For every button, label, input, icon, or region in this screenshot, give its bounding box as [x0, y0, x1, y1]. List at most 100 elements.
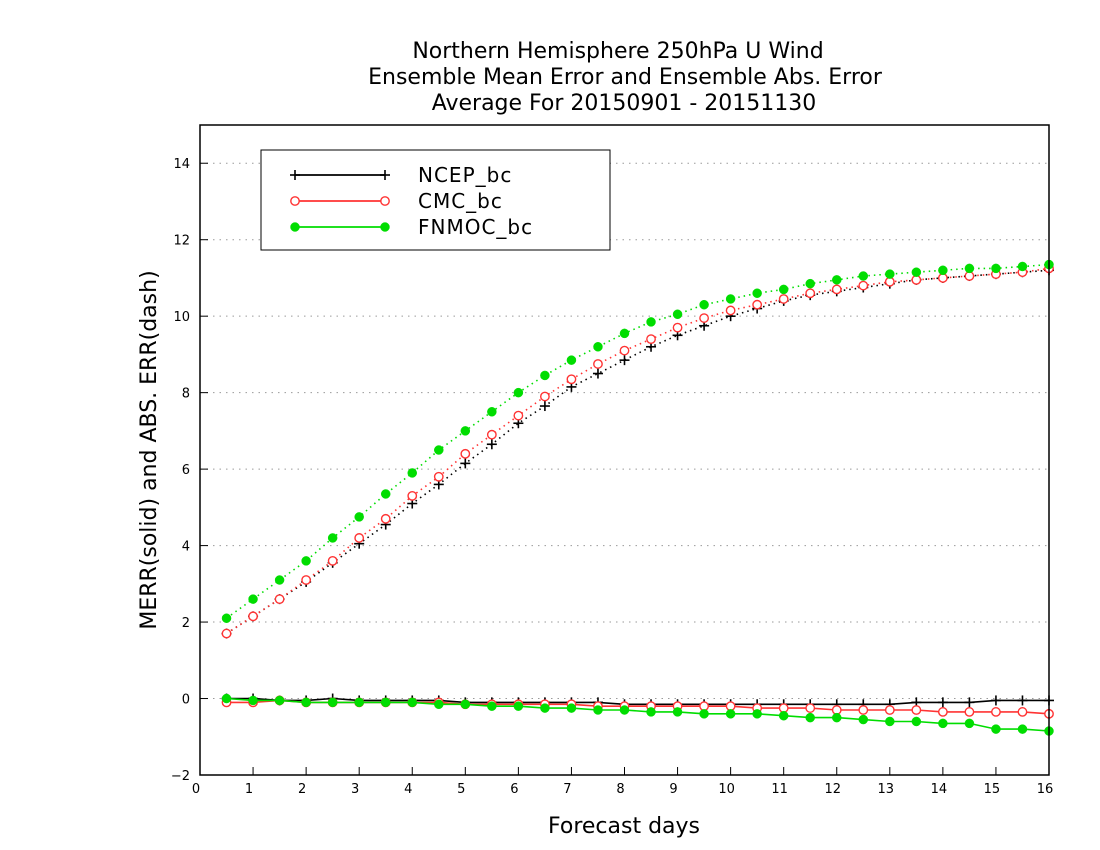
- point-fnmoc-bc-abs-err-15: [619, 328, 630, 339]
- point-cmc-bc-abs-err-22: [805, 288, 816, 299]
- legend-marker-left-fnmoc-bc: [290, 222, 300, 232]
- point-ncep-bc-abs-err-15: [619, 355, 630, 366]
- x-tick-label-9: 9: [669, 782, 677, 797]
- point-cmc-bc-abs-err-14: [593, 359, 603, 369]
- y-tick-label-5: 8: [182, 387, 190, 402]
- point-fnmoc-bc-mean-err-7: [407, 697, 417, 708]
- point-cmc-bc-abs-err-23: [831, 284, 842, 295]
- point-fnmoc-bc-mean-err-22: [805, 712, 815, 723]
- legend-marker-right-fnmoc-bc: [380, 222, 390, 232]
- point-ncep-bc-abs-err-12: [539, 401, 550, 412]
- y-tick-label-0: −2: [171, 769, 190, 784]
- point-cmc-bc-abs-err-7: [407, 490, 418, 501]
- point-ncep-bc-mean-err-29: [990, 695, 1001, 706]
- point-fnmoc-bc-mean-err-4: [327, 697, 338, 708]
- series-fnmoc-bc-abs-err-line: [226, 263, 1050, 619]
- point-cmc-bc-abs-err-19: [725, 305, 736, 316]
- x-tick-label-2: 2: [298, 782, 306, 797]
- point-ncep-bc-abs-err-14: [592, 368, 603, 379]
- point-cmc-bc-abs-err-5: [354, 533, 365, 543]
- x-tick-label-16: 16: [1037, 782, 1054, 797]
- point-cmc-bc-abs-err-1: [248, 611, 258, 622]
- point-fnmoc-bc-abs-err-1: [248, 594, 258, 604]
- point-cmc-bc-abs-err-17: [672, 322, 683, 333]
- point-fnmoc-bc-abs-err-13: [566, 355, 577, 365]
- point-cmc-bc-mean-err-27: [937, 707, 948, 717]
- point-cmc-bc-abs-err-13: [566, 374, 577, 385]
- point-fnmoc-bc-abs-err-24: [858, 271, 869, 281]
- x-tick-label-10: 10: [718, 782, 735, 797]
- point-fnmoc-bc-abs-err-25: [885, 269, 895, 279]
- point-cmc-bc-abs-err-9: [460, 448, 471, 459]
- x-tick-label-3: 3: [351, 782, 359, 797]
- point-fnmoc-bc-abs-err-19: [725, 294, 736, 304]
- point-ncep-bc-mean-err-27: [937, 697, 948, 708]
- point-cmc-bc-mean-err-26: [911, 705, 922, 715]
- point-fnmoc-bc-mean-err-30: [1017, 724, 1028, 734]
- point-fnmoc-bc-mean-err-9: [460, 699, 471, 710]
- legend-marker-left-ncep-bc: [290, 170, 300, 180]
- series-layer: [221, 259, 1054, 736]
- series-cmc-bc-abs-err-line: [226, 267, 1050, 635]
- y-axis-label: MERR(solid) and ABS. ERR(dash): [137, 270, 162, 629]
- point-cmc-bc-abs-err-16: [646, 334, 656, 345]
- point-fnmoc-bc-mean-err-13: [566, 703, 577, 713]
- point-fnmoc-bc-abs-err-23: [832, 275, 842, 285]
- point-fnmoc-bc-abs-err-12: [540, 370, 550, 381]
- point-fnmoc-bc-abs-err-29: [991, 263, 1001, 274]
- y-tick-label-1: 0: [182, 693, 190, 708]
- point-fnmoc-bc-mean-err-19: [725, 709, 736, 719]
- point-fnmoc-bc-abs-err-27: [938, 265, 948, 276]
- point-cmc-bc-mean-err-28: [964, 707, 975, 717]
- point-cmc-bc-abs-err-24: [858, 280, 869, 291]
- x-tick-label-14: 14: [931, 782, 948, 797]
- point-fnmoc-bc-abs-err-26: [911, 267, 922, 277]
- y-tick-label-4: 6: [182, 463, 190, 478]
- point-fnmoc-bc-mean-err-27: [938, 718, 948, 729]
- point-cmc-bc-mean-err-29: [991, 707, 1001, 717]
- point-cmc-bc-abs-err-12: [540, 391, 550, 402]
- point-fnmoc-bc-abs-err-3: [301, 556, 311, 566]
- point-fnmoc-bc-mean-err-26: [911, 716, 922, 727]
- point-ncep-bc-mean-err-28: [964, 697, 975, 708]
- point-fnmoc-bc-abs-err-5: [354, 512, 364, 522]
- legend-marker-left-cmc-bc: [290, 196, 300, 206]
- point-cmc-bc-abs-err-11: [513, 410, 524, 421]
- legend-label-fnmoc-bc: FNMOC_bc: [418, 215, 533, 239]
- legend-marker-right-ncep-bc: [380, 170, 390, 180]
- point-ncep-bc-abs-err-10: [486, 439, 497, 450]
- point-ncep-bc-mean-err-30: [1017, 695, 1028, 706]
- point-cmc-bc-abs-err-0: [221, 628, 232, 639]
- x-tick-label-8: 8: [616, 782, 624, 797]
- point-fnmoc-bc-mean-err-25: [885, 716, 895, 727]
- point-fnmoc-bc-mean-err-24: [858, 714, 869, 725]
- point-fnmoc-bc-mean-err-23: [832, 712, 842, 723]
- point-cmc-bc-abs-err-2: [274, 594, 285, 605]
- legend-label-ncep-bc: NCEP_bc: [418, 163, 512, 187]
- x-tick-label-15: 15: [984, 782, 1001, 797]
- x-tick-label-1: 1: [245, 782, 253, 797]
- y-tick-label-2: 2: [182, 616, 190, 631]
- point-cmc-bc-abs-err-4: [327, 555, 338, 566]
- x-tick-label-0: 0: [192, 782, 200, 797]
- x-tick-label-6: 6: [510, 782, 518, 797]
- y-tick-label-7: 12: [173, 234, 190, 249]
- y-tick-label-6: 10: [173, 310, 190, 325]
- point-cmc-bc-abs-err-15: [619, 345, 630, 356]
- point-cmc-bc-mean-err-22: [805, 703, 816, 713]
- point-fnmoc-bc-mean-err-18: [699, 709, 709, 719]
- legend-marker-right-cmc-bc: [380, 196, 390, 206]
- point-fnmoc-bc-mean-err-12: [540, 703, 550, 713]
- point-fnmoc-bc-mean-err-1: [248, 695, 258, 706]
- point-fnmoc-bc-mean-err-6: [380, 697, 391, 708]
- point-fnmoc-bc-mean-err-14: [593, 705, 603, 715]
- point-fnmoc-bc-abs-err-18: [699, 299, 709, 310]
- legend-box: [260, 149, 611, 251]
- point-fnmoc-bc-mean-err-11: [513, 701, 524, 711]
- point-fnmoc-bc-mean-err-8: [434, 699, 444, 710]
- x-tick-label-5: 5: [457, 782, 465, 797]
- x-tick-label-11: 11: [771, 782, 788, 797]
